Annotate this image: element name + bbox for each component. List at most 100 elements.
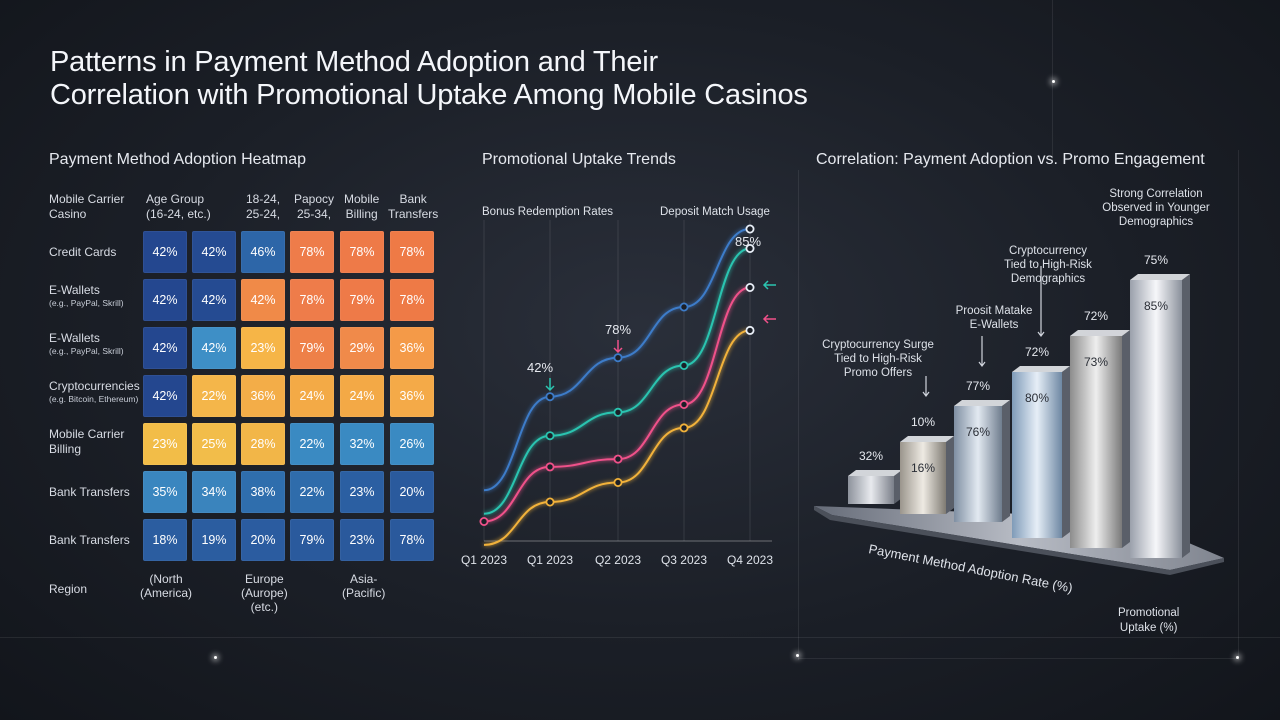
- heatmap-cell: 24%: [340, 375, 384, 417]
- annotation-line: Strong Correlation: [1109, 188, 1203, 200]
- bar-chart-bars: 16% 76% 80% 73% 85%: [848, 274, 1190, 558]
- bar: [900, 442, 946, 514]
- data-point: [613, 454, 623, 464]
- heatmap-region-label: (North (America): [140, 572, 192, 600]
- bar-top: [1070, 330, 1130, 336]
- bar-side: [1062, 366, 1070, 538]
- data-point: [679, 302, 689, 312]
- region-label-line: (America): [140, 586, 193, 600]
- annotation-line: Demographics: [1118, 216, 1194, 228]
- heatmap-cell: 46%: [241, 231, 285, 273]
- sparkle-icon: [1236, 656, 1239, 659]
- heatmap-cell: 26%: [390, 423, 434, 465]
- column-header-line: (16-24, etc.): [146, 207, 211, 221]
- bar: [848, 476, 894, 504]
- annotation-line: Cryptocurrency Surge: [822, 339, 934, 351]
- bar-top: [1130, 274, 1190, 280]
- sparkle-icon: [1052, 80, 1055, 83]
- annotation-line: Tied to High-Risk: [834, 353, 922, 365]
- row-label-sub: (e.g., PayPal, Skrill): [49, 298, 124, 308]
- heatmap-cell: 78%: [390, 231, 434, 273]
- heatmap-cell: 78%: [340, 231, 384, 273]
- heatmap-footer-label: Region: [49, 582, 88, 596]
- column-header-line: 25-34,: [297, 207, 332, 221]
- heatmap-column-header: Age Group (16-24, etc.): [146, 192, 211, 222]
- line-series: [483, 286, 751, 523]
- region-label-line: (etc.): [250, 600, 279, 614]
- bar-chart-top-labels: 32% 10% 77% 72% 72% 75%: [859, 253, 1168, 463]
- bar-chart-title: Correlation: Payment Adoption vs. Promo …: [816, 151, 1205, 168]
- page-title-line-1: Patterns in Payment Method Adoption and …: [50, 46, 658, 78]
- down-arrow-icon: [922, 376, 930, 397]
- bar-top-label: 75%: [1144, 253, 1168, 267]
- heatmap-cell: 78%: [290, 231, 334, 273]
- heatmap-cell: 42%: [192, 231, 236, 273]
- line-chart-title: Promotional Uptake Trends: [482, 151, 676, 168]
- bar-top-label: 10%: [911, 415, 935, 429]
- y-axis-label-line-2: Uptake (%): [1119, 622, 1178, 634]
- line-chart-annotations: 42% 78% 85%: [527, 234, 776, 392]
- down-arrow-icon: [1037, 266, 1045, 337]
- bar-annotation: Cryptocurrency Tied to High-Risk Demograph…: [990, 244, 1106, 286]
- column-header-line: Bank: [399, 192, 427, 206]
- column-header-line: Billing: [345, 207, 378, 221]
- bar-face-label: 73%: [1084, 355, 1108, 369]
- down-arrow-icon: [545, 378, 555, 392]
- annotation-line: Cryptocurrency: [1009, 245, 1087, 257]
- annotation-line: Demographics: [1010, 273, 1086, 285]
- bar-chart-y-axis-label: Promotional Uptake (%): [1118, 606, 1179, 636]
- data-point: [479, 516, 489, 526]
- heatmap-region-label: Asia- (Pacific): [342, 572, 385, 600]
- region-label-line: Europe: [244, 572, 284, 586]
- heatmap-row-label: Cryptocurrencies (e.g. Bitcoin, Ethereum): [49, 379, 140, 404]
- line-annotation: 85%: [735, 234, 761, 249]
- line-chart-gridlines: [483, 220, 751, 541]
- bar-chart: 16%76%80%73%85% 32%10%77%72%72%75% Payme…: [814, 253, 1224, 596]
- heatmap-cell: 22%: [192, 375, 236, 417]
- bar-top-label: 77%: [966, 379, 990, 393]
- heatmap-row-label: Mobile Carrier Billing: [49, 427, 124, 457]
- heatmap-cell: 23%: [143, 423, 187, 465]
- region-label-line: (North: [149, 572, 183, 586]
- bar-face-label: 16%: [911, 461, 935, 475]
- data-point: [679, 423, 689, 433]
- sparkle-icon: [796, 654, 799, 657]
- bar-side: [946, 436, 954, 514]
- row-label-main: E-Wallets: [49, 331, 100, 345]
- heatmap-cell: 18%: [143, 519, 187, 561]
- heatmap-cell: 25%: [192, 423, 236, 465]
- row-label-sub: Billing: [49, 442, 82, 456]
- heatmap-cell: 24%: [290, 375, 334, 417]
- row-label-sub: (e.g. Bitcoin, Ethereum): [49, 394, 139, 404]
- data-point: [745, 283, 755, 293]
- left-arrow-icon: [762, 314, 776, 324]
- heatmap-column-header: Papocy 25-34,: [294, 192, 334, 222]
- heatmap-cell: 79%: [290, 327, 334, 369]
- heatmap-row-label: Bank Transfers: [49, 485, 130, 500]
- region-label-line: (Pacific): [342, 586, 386, 600]
- bar-side: [1122, 330, 1130, 548]
- heatmap-cell: 79%: [340, 279, 384, 321]
- heatmap-cell: 78%: [390, 519, 434, 561]
- heatmap-cell: 20%: [390, 471, 434, 513]
- heatmap-cell: 35%: [143, 471, 187, 513]
- heatmap-cell: 23%: [241, 327, 285, 369]
- annotation-line: E-Wallets: [969, 319, 1019, 331]
- row-label-sub: (e.g., PayPal, Skrill): [49, 346, 124, 356]
- divider-line: [1238, 150, 1239, 660]
- line-chart-label-right: Deposit Match Usage: [660, 206, 770, 218]
- heatmap-cell: 38%: [241, 471, 285, 513]
- data-point: [613, 477, 623, 487]
- data-point: [745, 244, 755, 254]
- region-label-line: Asia-: [350, 572, 378, 586]
- annotation-line: Tied to High-Risk: [1004, 259, 1092, 271]
- heatmap-title: Payment Method Adoption Heatmap: [49, 151, 307, 168]
- bar-top-label: 32%: [859, 449, 883, 463]
- bar-top-label: 72%: [1025, 345, 1049, 359]
- line-chart: 42% 78% 85% Q1 2023 Q1 2023 Q2 2023 Q3 2023 Q4…: [461, 220, 776, 567]
- heatmap-cell: 42%: [143, 279, 187, 321]
- y-axis-label-line-1: Promotional: [1118, 607, 1180, 619]
- heatmap-cell: 34%: [192, 471, 236, 513]
- data-point: [545, 392, 555, 402]
- data-point: [679, 360, 689, 370]
